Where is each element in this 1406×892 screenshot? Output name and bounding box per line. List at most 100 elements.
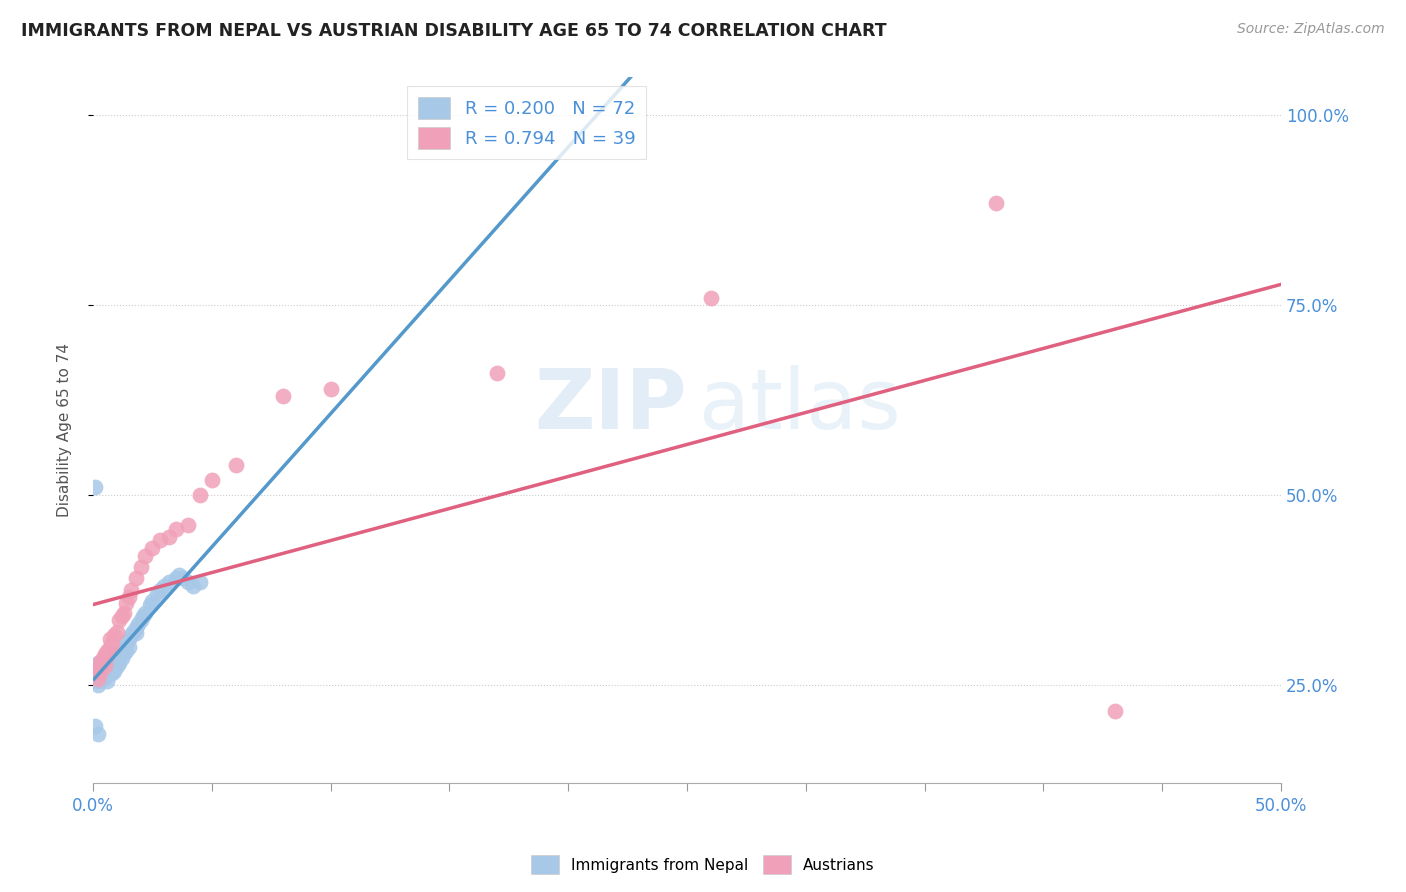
Point <box>96 664 118 678</box>
Point <box>89 670 111 684</box>
Point <box>700 291 723 305</box>
Point <box>87 727 110 741</box>
Point <box>84 719 107 733</box>
Point <box>94 648 117 662</box>
Point <box>101 636 124 650</box>
Point <box>125 621 148 635</box>
Legend: Immigrants from Nepal, Austrians: Immigrants from Nepal, Austrians <box>524 849 882 880</box>
Point <box>94 658 117 673</box>
Point <box>84 658 107 673</box>
Point <box>132 609 155 624</box>
Point <box>110 609 132 624</box>
Point <box>89 663 111 677</box>
Point <box>110 643 132 657</box>
Point <box>84 664 107 678</box>
Point <box>177 518 200 533</box>
Point <box>118 640 141 654</box>
Point <box>91 672 114 686</box>
Point <box>134 549 156 563</box>
Point <box>87 668 110 682</box>
Point <box>141 541 163 555</box>
Point <box>89 655 111 669</box>
Point <box>89 673 111 688</box>
Point <box>125 571 148 585</box>
Point <box>157 575 180 590</box>
Point <box>94 658 117 673</box>
Point <box>96 648 118 663</box>
Text: atlas: atlas <box>699 365 901 446</box>
Text: Source: ZipAtlas.com: Source: ZipAtlas.com <box>1237 22 1385 37</box>
Point <box>148 533 170 548</box>
Point <box>112 640 135 654</box>
Point <box>118 632 141 647</box>
Point <box>157 530 180 544</box>
Point <box>87 672 110 686</box>
Point <box>89 658 111 673</box>
Point <box>485 367 508 381</box>
Point <box>115 596 138 610</box>
Point <box>105 653 128 667</box>
Point <box>165 571 187 585</box>
Point <box>271 389 294 403</box>
Point <box>87 670 110 684</box>
Point <box>134 606 156 620</box>
Point <box>87 657 110 671</box>
Point <box>98 663 121 677</box>
Point <box>165 522 187 536</box>
Point <box>177 575 200 590</box>
Point <box>91 657 114 671</box>
Point <box>84 480 107 494</box>
Point <box>87 664 110 678</box>
Point <box>115 643 138 657</box>
Point <box>225 458 247 472</box>
Point <box>101 661 124 675</box>
Point <box>94 670 117 684</box>
Point <box>167 567 190 582</box>
Point <box>115 636 138 650</box>
Point <box>89 666 111 681</box>
Point <box>96 643 118 657</box>
Point <box>101 666 124 681</box>
Point <box>146 586 169 600</box>
Text: IMMIGRANTS FROM NEPAL VS AUSTRIAN DISABILITY AGE 65 TO 74 CORRELATION CHART: IMMIGRANTS FROM NEPAL VS AUSTRIAN DISABI… <box>21 22 887 40</box>
Point <box>91 664 114 678</box>
Point <box>129 613 152 627</box>
Point <box>181 579 204 593</box>
Point <box>84 673 107 688</box>
Point <box>91 661 114 675</box>
Point <box>96 658 118 673</box>
Point <box>112 606 135 620</box>
Point <box>91 651 114 665</box>
Point <box>96 673 118 688</box>
Point <box>84 670 107 684</box>
Point <box>87 672 110 686</box>
Point <box>188 488 211 502</box>
Point <box>94 664 117 678</box>
Point <box>110 651 132 665</box>
Point <box>89 666 111 681</box>
Point <box>112 646 135 660</box>
Point <box>201 473 224 487</box>
Point <box>84 663 107 677</box>
Point <box>188 575 211 590</box>
Point <box>108 657 131 671</box>
Point <box>103 657 125 671</box>
Point <box>172 571 194 585</box>
Point <box>84 666 107 681</box>
Point <box>1104 704 1126 718</box>
Point <box>98 657 121 671</box>
Point <box>91 666 114 681</box>
Legend: R = 0.200   N = 72, R = 0.794   N = 39: R = 0.200 N = 72, R = 0.794 N = 39 <box>406 87 647 160</box>
Point <box>120 628 142 642</box>
Point <box>127 617 149 632</box>
Point <box>148 582 170 597</box>
Point <box>141 594 163 608</box>
Point <box>319 382 342 396</box>
Point <box>122 624 145 639</box>
Point <box>101 655 124 669</box>
Text: ZIP: ZIP <box>534 365 688 446</box>
Point <box>118 591 141 605</box>
Point <box>98 640 121 654</box>
Point <box>125 626 148 640</box>
Point <box>103 664 125 678</box>
